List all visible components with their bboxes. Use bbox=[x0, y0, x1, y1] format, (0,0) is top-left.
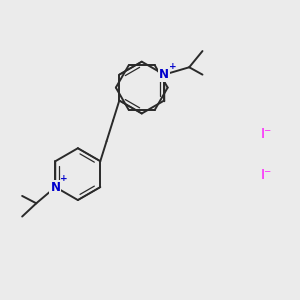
Text: I⁻: I⁻ bbox=[260, 127, 272, 141]
Text: N: N bbox=[159, 68, 169, 81]
Text: I⁻: I⁻ bbox=[260, 168, 272, 182]
Text: N: N bbox=[50, 181, 60, 194]
Text: +: + bbox=[60, 174, 68, 183]
Text: +: + bbox=[169, 62, 176, 71]
